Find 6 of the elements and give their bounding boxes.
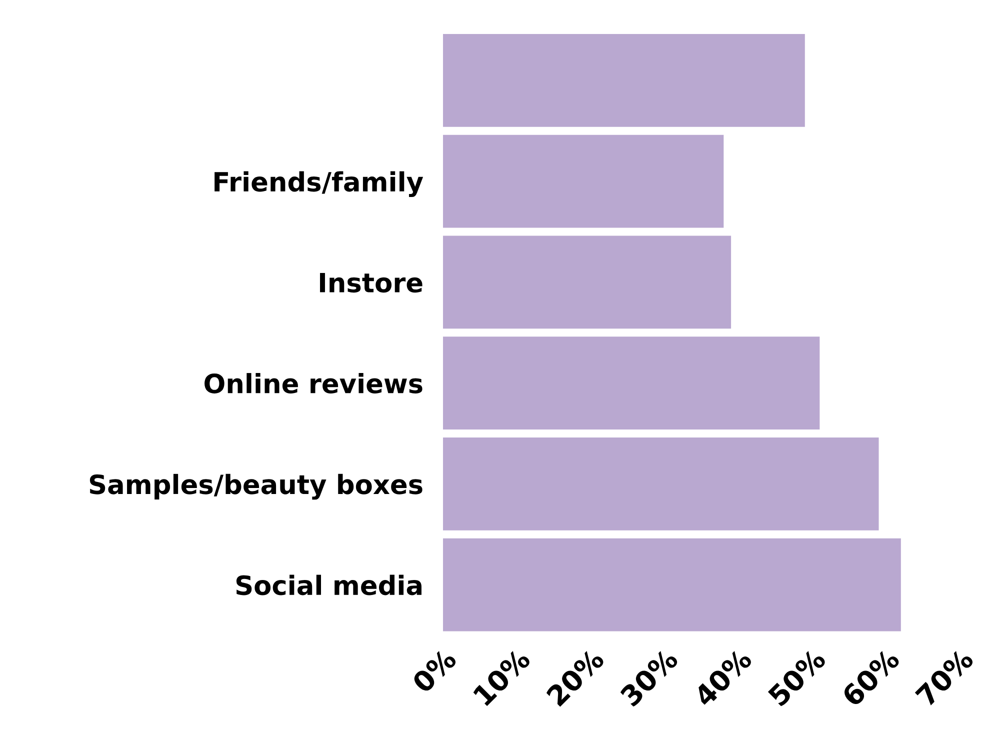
y-tick-label: Instore: [320, 272, 422, 293]
y-tick-label: Samples/beauty boxes: [90, 474, 422, 500]
y-tick-label: Online reviews: [204, 373, 422, 394]
x-tick-label: 0%: [410, 647, 458, 694]
y-tick-label: Social media: [236, 574, 422, 596]
y-tick-label: Friends/family: [214, 171, 424, 198]
